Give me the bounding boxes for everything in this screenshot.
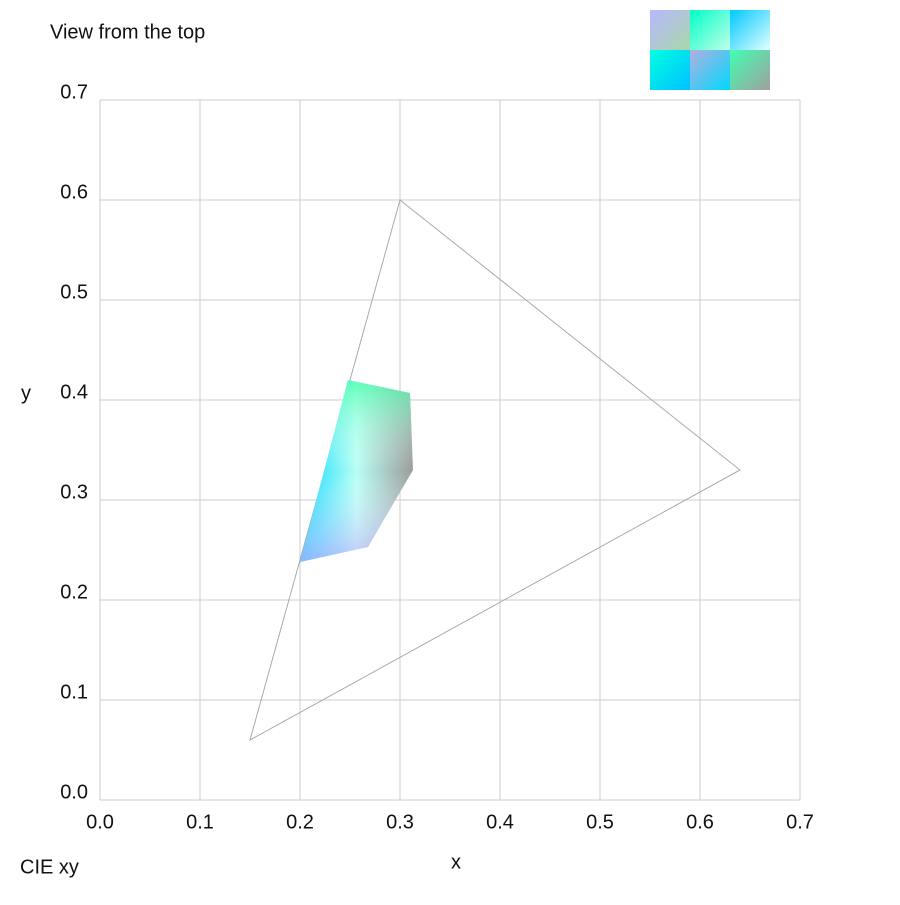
swatch bbox=[690, 50, 730, 90]
x-tick-label: 0.0 bbox=[86, 811, 114, 833]
x-tick-label: 0.2 bbox=[286, 811, 314, 833]
chart-title: View from the top bbox=[50, 21, 205, 43]
swatch bbox=[650, 50, 690, 90]
y-tick-label: 0.7 bbox=[60, 81, 88, 103]
gamut-shading bbox=[300, 380, 413, 562]
y-tick-label: 0.3 bbox=[60, 481, 88, 503]
x-tick-label: 0.5 bbox=[586, 811, 614, 833]
chart-subtitle: CIE xy bbox=[20, 856, 79, 878]
y-tick-label: 0.5 bbox=[60, 281, 88, 303]
y-tick-label: 0.6 bbox=[60, 181, 88, 203]
swatch bbox=[730, 10, 770, 50]
swatch bbox=[690, 10, 730, 50]
x-tick-label: 0.7 bbox=[786, 811, 814, 833]
y-tick-label: 0.1 bbox=[60, 681, 88, 703]
x-axis-label: x bbox=[451, 851, 461, 873]
y-tick-label: 0.2 bbox=[60, 581, 88, 603]
x-tick-label: 0.4 bbox=[486, 811, 514, 833]
y-tick-label: 0.0 bbox=[60, 781, 88, 803]
y-axis-label: y bbox=[21, 382, 31, 404]
x-tick-label: 0.6 bbox=[686, 811, 714, 833]
gamut-triangle bbox=[249, 199, 741, 742]
x-tick-label: 0.3 bbox=[386, 811, 414, 833]
y-tick-label: 0.4 bbox=[60, 381, 88, 403]
x-tick-label: 0.1 bbox=[186, 811, 214, 833]
swatches bbox=[650, 10, 770, 90]
swatch bbox=[650, 10, 690, 50]
swatch bbox=[730, 50, 770, 90]
